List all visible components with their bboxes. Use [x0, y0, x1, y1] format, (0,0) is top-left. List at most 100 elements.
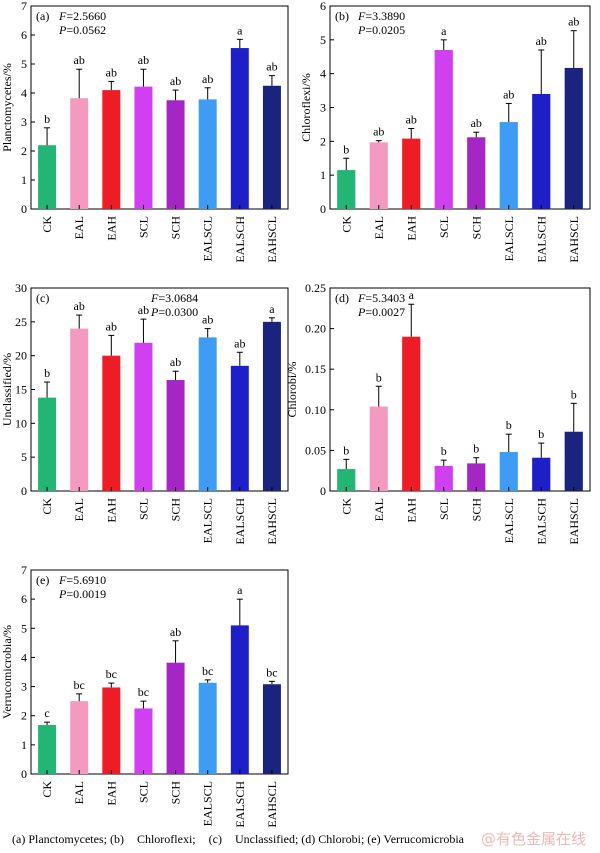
y-tick-label: 3	[320, 101, 326, 115]
bar-ealsch	[532, 457, 551, 491]
significance-letter: ab	[170, 74, 181, 88]
f-statistic: F=2.5660	[58, 9, 106, 23]
category-label: EAHSCL	[567, 216, 581, 263]
significance-letter: bc	[266, 665, 277, 679]
y-tick-label: 7	[21, 563, 27, 577]
category-label: SCL	[437, 216, 451, 238]
bar-eal	[70, 98, 89, 209]
category-label: EAHSCL	[567, 498, 581, 545]
bar-ealsch	[230, 625, 249, 774]
category-label: EAL	[372, 216, 386, 239]
significance-letter: ab	[202, 72, 213, 86]
significance-letter: bc	[106, 667, 117, 681]
y-tick-label: 15	[15, 383, 27, 397]
bar-eahscl	[262, 321, 281, 491]
category-label: EAH	[404, 216, 418, 241]
watermark: @有色金属在线	[480, 830, 586, 848]
p-value: P=0.0027	[357, 305, 405, 319]
y-tick-label: 0.15	[305, 362, 326, 376]
bar-scl	[134, 342, 153, 491]
category-label: EAHSCL	[265, 216, 279, 263]
bar-sch	[166, 380, 185, 491]
panel-label: (b)	[335, 9, 349, 23]
figure-caption: (a) Planctomycetes; (b) Chloroflexi; (c)…	[12, 832, 592, 847]
panel-c: 0 5 10 15 20 25 30 Unclassified/% (c) F=3.0684P=0…	[0, 281, 289, 545]
y-tick-label: 3	[21, 680, 27, 694]
category-label: SCH	[169, 498, 183, 522]
significance-letter: ab	[74, 53, 85, 67]
f-statistic: F=3.0684	[150, 291, 198, 305]
category-label: SCH	[169, 781, 183, 805]
category-label: CK	[40, 781, 54, 798]
category-label: CK	[40, 216, 54, 233]
bar-eah	[102, 687, 121, 774]
category-label: CK	[40, 498, 54, 515]
significance-letter: b	[343, 142, 349, 156]
p-value: P=0.0562	[58, 23, 106, 37]
bar-ck	[337, 170, 356, 209]
bar-eahscl	[262, 684, 281, 774]
bar-eahscl	[564, 431, 583, 491]
significance-letter: ab	[471, 116, 482, 130]
significance-letter: ab	[106, 65, 117, 79]
y-tick-label: 5	[21, 621, 27, 635]
significance-letter: bc	[74, 678, 85, 692]
panel-a: 0 1 2 3 4 5 6 7 Planctomycetes/% (a) F=2.5660P=0.0…	[0, 0, 289, 263]
y-tick-label: 10	[15, 416, 27, 430]
bar-eah	[402, 138, 421, 209]
category-label: CK	[339, 498, 353, 515]
panel-d: 0 0.05 0.10 0.15 0.20 0.25 Chlorobi/% (d) F=5.34…	[285, 281, 591, 545]
category-label: EAH	[404, 498, 418, 523]
category-label: EAH	[104, 781, 118, 806]
y-tick-label: 2	[320, 134, 326, 148]
bar-eah	[102, 355, 121, 491]
category-label: EALSCH	[233, 216, 247, 263]
significance-letter: ab	[202, 313, 213, 327]
category-label: EAHSCL	[265, 498, 279, 545]
bar-ck	[337, 469, 356, 491]
category-label: EALSCH	[233, 498, 247, 545]
y-tick-label: 0	[21, 202, 27, 216]
bar-eal	[70, 701, 89, 774]
y-tick-label: 6	[21, 592, 27, 606]
category-label: EAHSCL	[265, 781, 279, 828]
bar-eal	[70, 328, 89, 491]
panel-label: (e)	[36, 573, 49, 587]
bar-ck	[38, 145, 57, 209]
significance-letter: a	[409, 288, 415, 302]
significance-letter: b	[441, 444, 447, 458]
y-tick-label: 6	[320, 0, 326, 13]
significance-letter: a	[269, 302, 275, 316]
y-tick-label: 30	[15, 281, 27, 295]
bar-scl	[434, 465, 453, 491]
f-statistic: F=5.3403	[357, 291, 405, 305]
category-label: SCL	[136, 216, 150, 238]
p-value: P=0.0300	[150, 305, 198, 319]
category-label: EAH	[104, 216, 118, 241]
y-tick-label: 0.05	[305, 443, 326, 457]
y-tick-label: 0.20	[305, 322, 326, 336]
panel-label: (a)	[36, 9, 49, 23]
category-label: CK	[339, 216, 353, 233]
y-tick-label: 2	[21, 144, 27, 158]
category-label: EAH	[104, 498, 118, 523]
bar-ealsch	[230, 365, 249, 491]
bar-sch	[467, 463, 486, 491]
y-tick-label: 0	[21, 767, 27, 781]
bar-ealscl	[198, 682, 217, 774]
y-axis-label: Verrucomicrobia/%	[0, 625, 14, 719]
significance-letter: ab	[406, 112, 417, 126]
significance-letter: ab	[373, 125, 384, 139]
significance-letter: c	[44, 706, 49, 720]
bar-scl	[134, 708, 153, 774]
category-label: SCH	[169, 216, 183, 240]
bar-eal	[369, 406, 388, 491]
y-tick-label: 1	[21, 173, 27, 187]
category-label: SCL	[437, 498, 451, 520]
significance-letter: b	[538, 427, 544, 441]
y-axis-label: Planctomycetes/%	[0, 63, 14, 152]
bar-eah	[402, 336, 421, 491]
significance-letter: a	[237, 583, 243, 597]
category-label: EALSCL	[502, 498, 516, 543]
